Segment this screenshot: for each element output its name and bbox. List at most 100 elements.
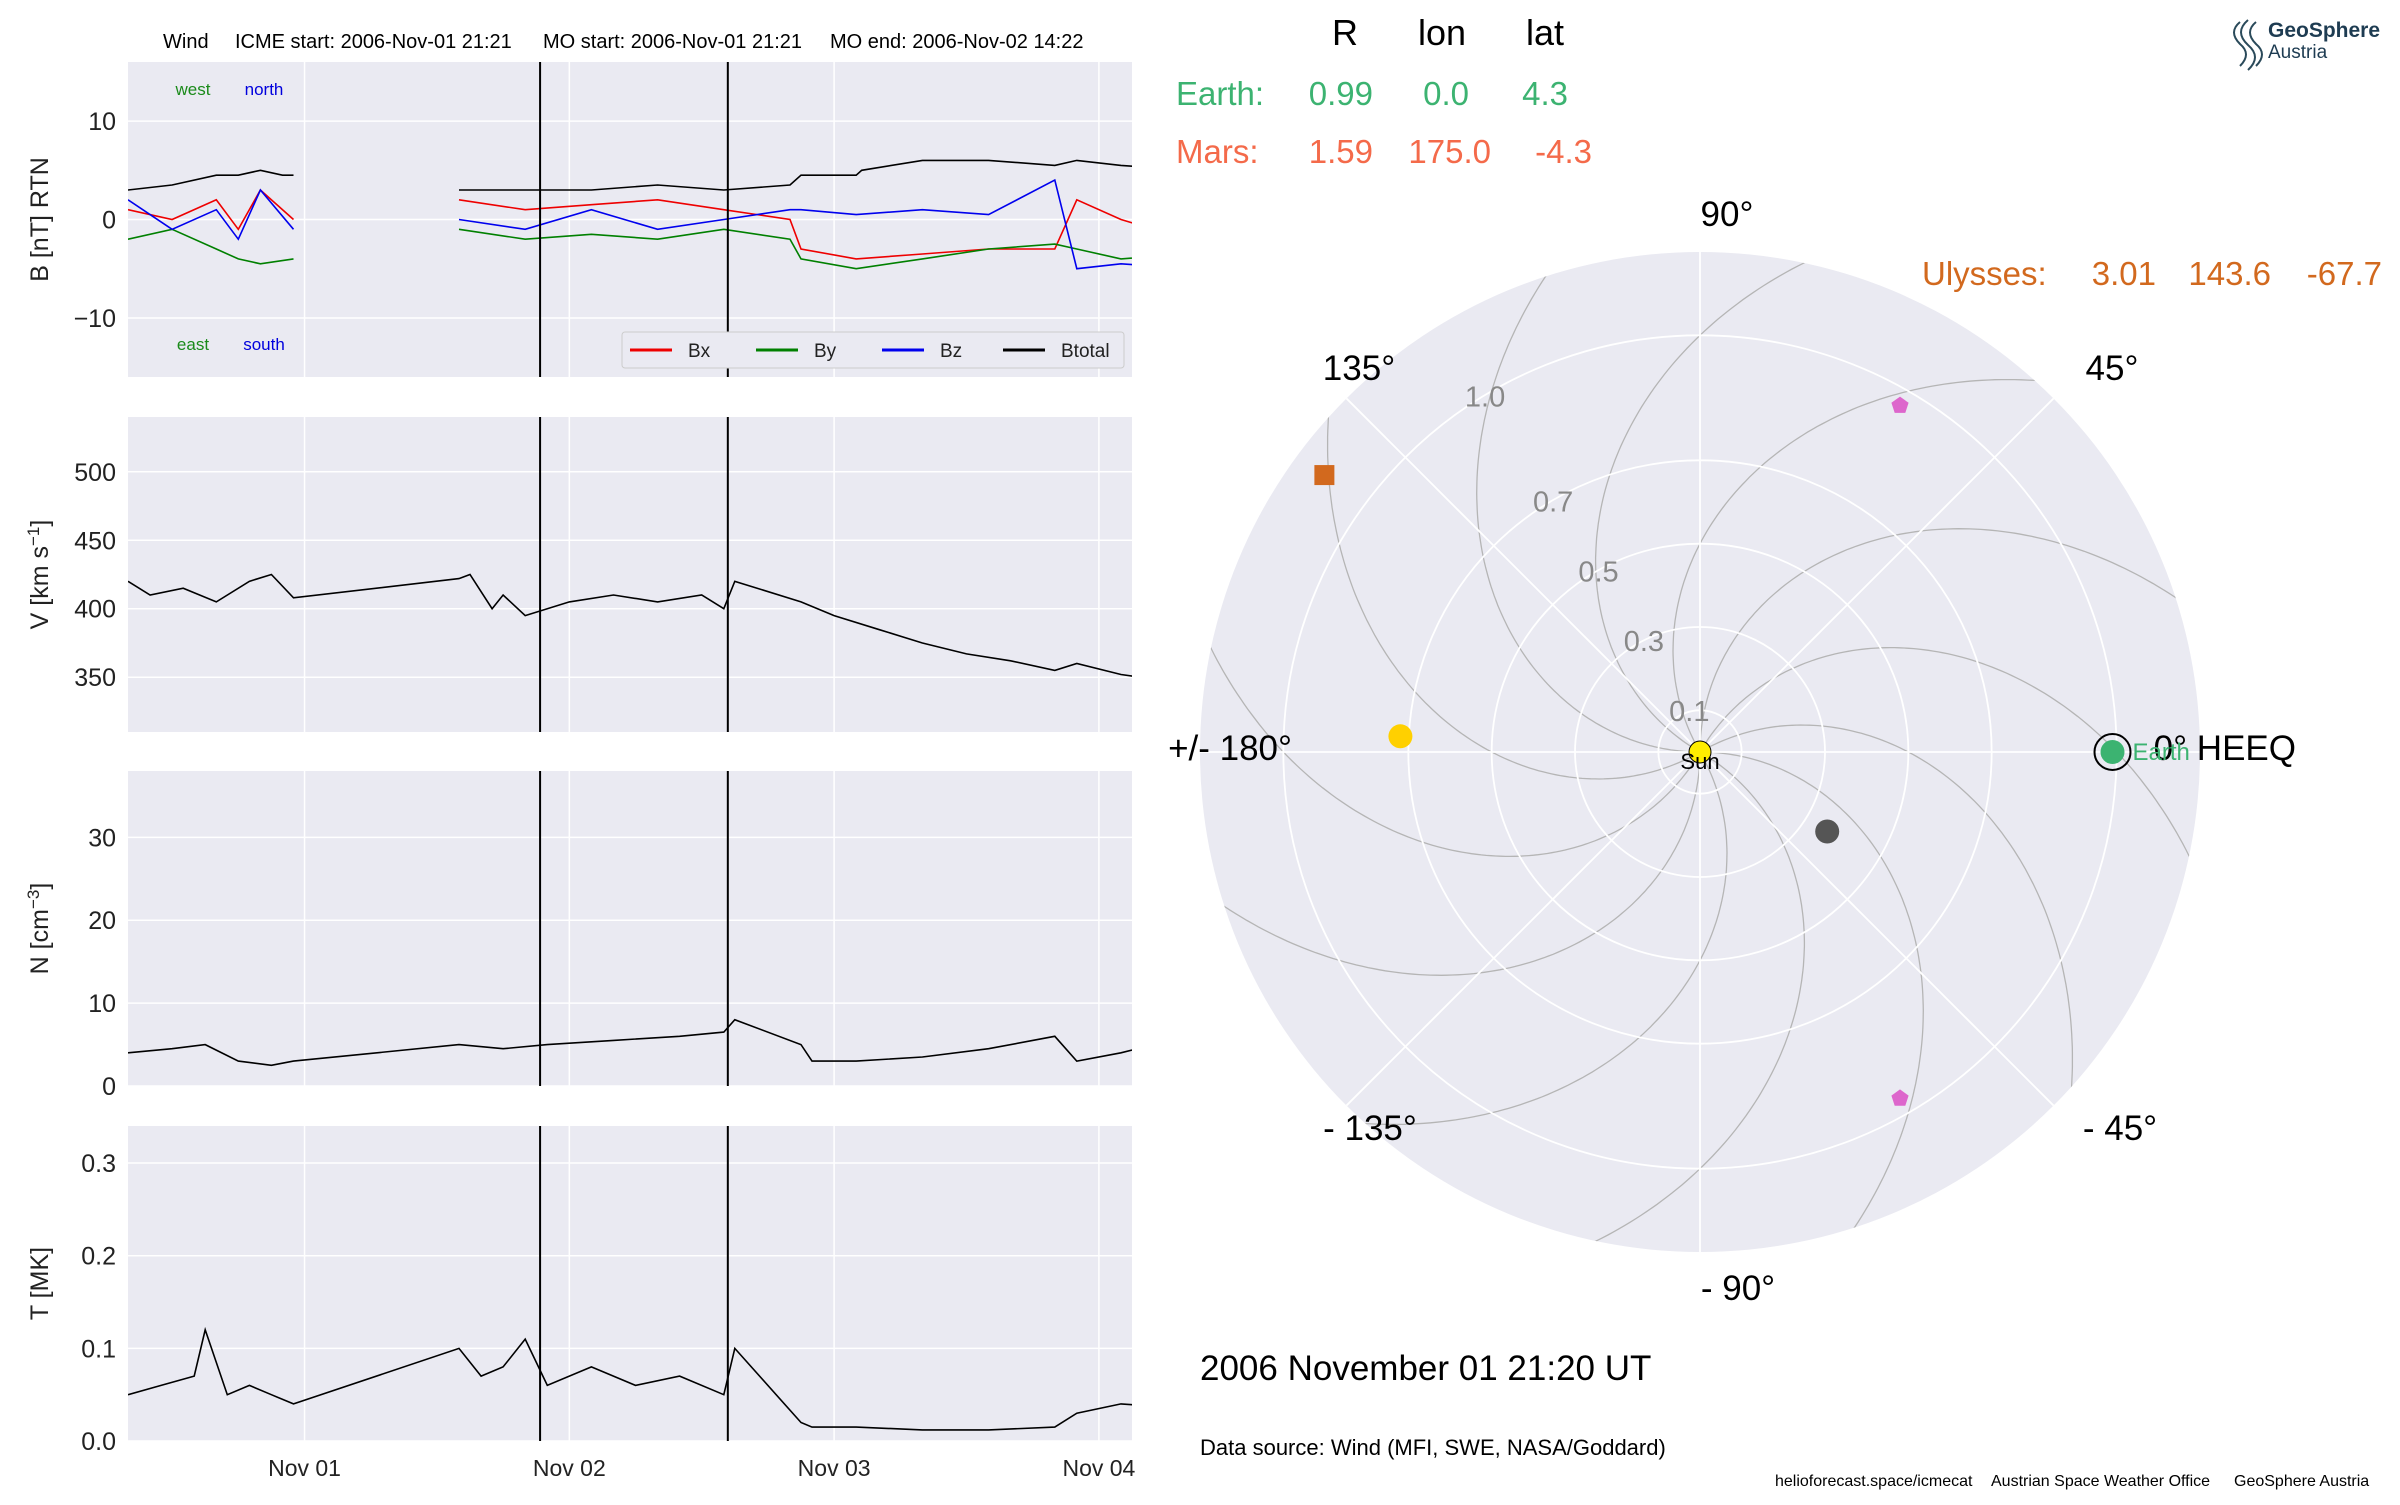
geosphere-logo: GeoSphere Austria — [2233, 19, 2380, 71]
y-tick-label: 30 — [88, 824, 116, 852]
corner-label-east: east — [177, 335, 209, 354]
legend-label-by: By — [814, 341, 837, 362]
panel-b: −10 0 10 B [nT] RTN west north east south Bx By Bz… — [26, 62, 1132, 377]
y-tick-label: 0.3 — [81, 1150, 116, 1178]
legend-label-bx: Bx — [688, 341, 711, 362]
ulysses-lat: -67.7 — [2307, 255, 2382, 292]
series-line-bz — [128, 178, 1132, 270]
parker-spirals — [1200, 252, 2200, 1252]
panel-background — [128, 417, 1132, 732]
polar-orbit-plot: 0.1 0.3 0.5 0.7 1.0 0° HEEQ 45° 90° 135° +/- 180°… — [1168, 195, 2296, 1308]
panel-background — [128, 1126, 1132, 1441]
polar-grid-spoke — [1345, 397, 1701, 753]
ulysses-lon: 143.6 — [2188, 255, 2271, 292]
body-sun-label: Sun — [1680, 749, 1719, 774]
earth-label: Earth: — [1176, 75, 1264, 112]
logo-text-line2: Austria — [2268, 42, 2328, 63]
header-icme-start: ICME start: 2006-Nov-01 21:21 — [235, 31, 512, 53]
y-axis-label-exponent: −1 — [24, 527, 43, 546]
x-tick-label: Nov 04 — [1062, 1455, 1135, 1481]
logo-text-line1: GeoSphere — [2268, 19, 2380, 42]
polar-grid-spoke — [1699, 751, 2055, 1107]
body-earth — [2100, 740, 2125, 764]
mars-label: Mars: — [1176, 133, 1259, 170]
legend-label-bz: Bz — [940, 341, 962, 362]
series-line-bx — [128, 188, 1132, 260]
body-ulysses — [1314, 465, 1335, 486]
angle-label: 0° HEEQ — [2154, 729, 2296, 768]
angle-label: 135° — [1323, 349, 1395, 388]
y-axis-label-exponent: −3 — [24, 890, 43, 909]
parker-spiral-line — [1326, 390, 1697, 780]
x-tick-label: Nov 03 — [798, 1455, 871, 1481]
legend-box — [621, 331, 1125, 369]
y-axis-label-end: ] — [26, 520, 54, 527]
body-mercury — [1815, 819, 1840, 844]
header-mo-end: MO end: 2006-Nov-02 14:22 — [830, 31, 1084, 53]
ulysses-r: 3.01 — [2092, 255, 2156, 292]
col-header-lon: lon — [1418, 12, 1466, 53]
x-tick-label: Nov 02 — [533, 1455, 606, 1481]
y-tick-label: 0.2 — [81, 1243, 116, 1271]
y-axis-label: T [MK] — [26, 1247, 54, 1320]
earth-lat: 4.3 — [1522, 75, 1568, 112]
y-tick-label: 0.1 — [81, 1335, 116, 1363]
body-venus — [1388, 724, 1413, 749]
col-header-r: R — [1332, 12, 1358, 53]
parker-spiral-line — [1594, 252, 1829, 751]
body-stereo-a — [1891, 396, 1909, 413]
legend: Bx By Bz Btotal — [621, 331, 1125, 369]
angle-label: 45° — [2086, 349, 2139, 388]
parker-spiral-line — [1703, 724, 2074, 1114]
corner-label-west: west — [175, 80, 211, 99]
position-table: R lon lat Earth: 0.99 0.0 4.3 Mars: 1.59… — [1176, 12, 2382, 292]
body-earth-ring — [2093, 733, 2132, 771]
parker-spiral-line — [1200, 623, 1699, 858]
parker-spiral-line — [1476, 254, 1696, 753]
mars-lat: -4.3 — [1535, 133, 1592, 170]
y-tick-label: 0 — [102, 207, 116, 235]
angle-label: 90° — [1701, 195, 1754, 234]
y-tick-label: 400 — [74, 596, 116, 624]
x-tick-label: Nov 01 — [268, 1455, 341, 1481]
angle-label: +/- 180° — [1168, 729, 1292, 768]
angle-label: - 45° — [2083, 1109, 2157, 1148]
y-tick-label: 20 — [88, 907, 116, 935]
panel-background — [128, 771, 1132, 1086]
y-tick-label: 0.0 — [81, 1428, 116, 1456]
y-tick-label: 350 — [74, 664, 116, 692]
y-axis-label: V [km s−1] — [24, 520, 54, 630]
earth-r: 0.99 — [1309, 75, 1373, 112]
data-source: Data source: Wind (MFI, SWE, NASA/Goddar… — [1200, 1435, 1666, 1460]
series-line-v — [128, 573, 1132, 677]
parker-spiral-line — [1571, 753, 1806, 1252]
corner-label-south: south — [243, 335, 285, 354]
panel-v: 350 400 450 500 V [km s−1] — [24, 417, 1132, 732]
y-tick-label: −10 — [74, 305, 116, 333]
footer-office: Austrian Space Weather Office — [1991, 1473, 2210, 1490]
y-tick-label: 450 — [74, 527, 116, 555]
y-tick-label: 500 — [74, 459, 116, 487]
series-line-btotal — [128, 159, 1132, 191]
r-tick-label: 0.5 — [1578, 556, 1618, 588]
timestamp: 2006 November 01 21:20 UT — [1200, 1349, 1651, 1388]
y-axis-label: N [cm−3] — [24, 883, 54, 975]
panel-t: 0.0 0.1 0.2 0.3 T [MK] Nov 01 Nov 02 Nov 03 Nov … — [26, 1126, 1136, 1481]
r-tick-label: 0.3 — [1624, 626, 1664, 658]
polar-grid-spoke — [1345, 751, 1701, 1107]
y-tick-label: 0 — [102, 1073, 116, 1101]
series-line-t — [128, 1326, 1132, 1431]
parker-spiral-line — [1704, 751, 1924, 1250]
angle-label: - 135° — [1323, 1109, 1417, 1148]
series-line-n — [128, 1018, 1132, 1067]
header-mo-start: MO start: 2006-Nov-01 21:21 — [543, 31, 802, 53]
parker-spiral-line — [1699, 528, 2198, 748]
footer-url: helioforecast.space/icmecat — [1775, 1473, 1973, 1490]
series-line-by — [128, 228, 1132, 270]
y-tick-label: 10 — [88, 108, 116, 136]
y-axis-label-end: ] — [26, 883, 54, 890]
footer-org: GeoSphere Austria — [2234, 1473, 2369, 1490]
